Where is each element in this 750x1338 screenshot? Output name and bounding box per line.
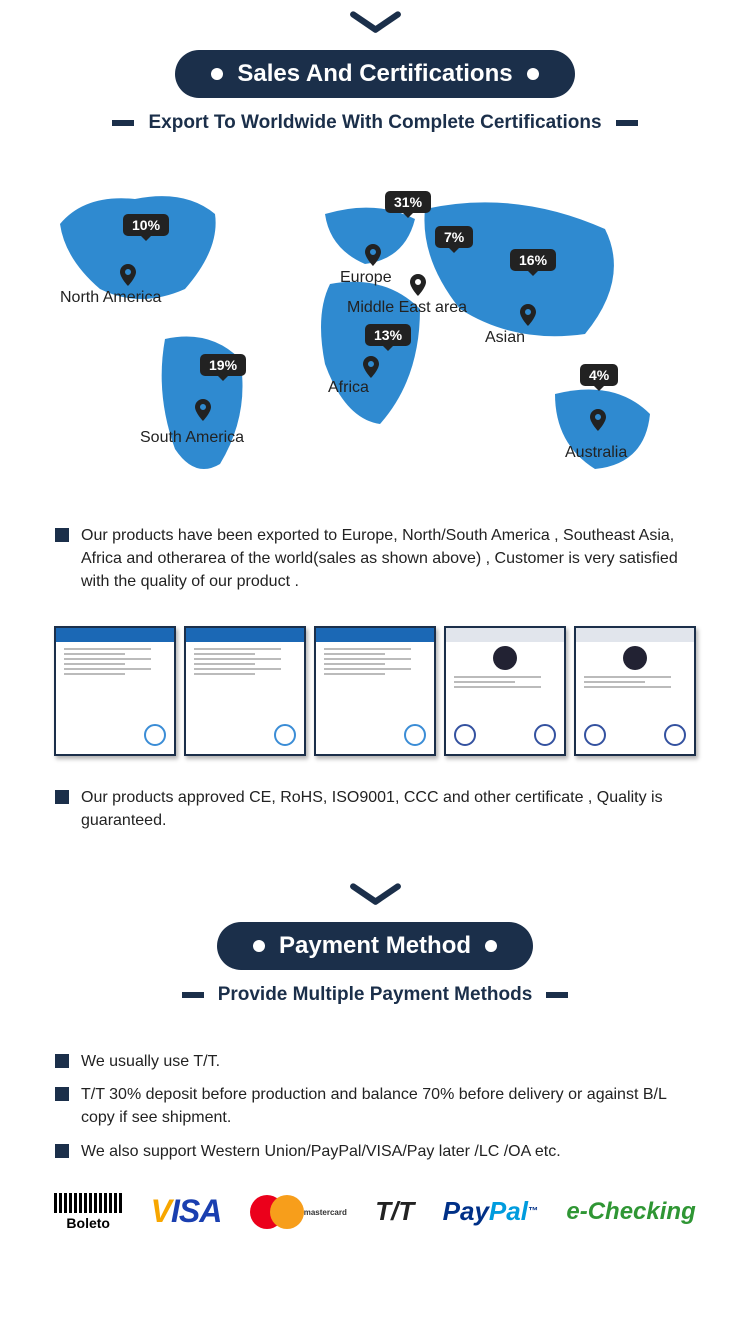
bullet-text: T/T 30% deposit before production and ba… xyxy=(81,1083,695,1129)
certificate-card xyxy=(184,626,306,756)
echecking-logo: e-Checking xyxy=(566,1198,695,1226)
bullet-text: We usually use T/T. xyxy=(81,1050,220,1073)
section-subtitle: Provide Multiple Payment Methods xyxy=(218,984,533,1006)
tt-logo: T/T xyxy=(375,1196,414,1227)
section-title-badge: Sales And Certifications xyxy=(175,50,574,98)
visa-logo: VISA xyxy=(151,1193,222,1230)
section-title: Payment Method xyxy=(279,932,471,960)
info-bullet: We usually use T/T. xyxy=(55,1050,695,1073)
info-bullet: We also support Western Union/PayPal/VIS… xyxy=(55,1140,695,1163)
region-percentage: 13% xyxy=(365,324,411,346)
dot-icon xyxy=(211,68,223,80)
chevron-down-icon xyxy=(0,842,750,912)
region-label: North America xyxy=(60,289,161,307)
region-percentage: 16% xyxy=(510,249,556,271)
region-label: Australia xyxy=(565,444,627,462)
bullet-text: Our products approved CE, RoHS, ISO9001,… xyxy=(81,786,695,832)
section-subtitle-row: Export To Worldwide With Complete Certif… xyxy=(0,112,750,134)
dot-icon xyxy=(485,940,497,952)
map-pin-icon xyxy=(363,356,379,378)
dot-icon xyxy=(527,68,539,80)
square-bullet-icon xyxy=(55,790,69,804)
region-label: Africa xyxy=(328,379,369,397)
boleto-logo: Boleto xyxy=(54,1193,122,1231)
bullet-text: We also support Western Union/PayPal/VIS… xyxy=(81,1140,561,1163)
region-percentage: 4% xyxy=(580,364,618,386)
map-pin-icon xyxy=(195,399,211,421)
section-subtitle-row: Provide Multiple Payment Methods xyxy=(0,984,750,1006)
certificates-row xyxy=(0,604,750,776)
region-percentage: 19% xyxy=(200,354,246,376)
section-title: Sales And Certifications xyxy=(237,60,512,88)
region-label: South America xyxy=(140,429,244,447)
region-label: Asian xyxy=(485,329,525,347)
map-pin-icon xyxy=(120,264,136,286)
square-bullet-icon xyxy=(55,1087,69,1101)
section-title-badge: Payment Method xyxy=(217,922,533,970)
certificate-card xyxy=(574,626,696,756)
chevron-down-icon xyxy=(0,0,750,40)
dash-icon xyxy=(182,992,204,998)
map-pin-icon xyxy=(520,304,536,326)
dash-icon xyxy=(616,120,638,126)
square-bullet-icon xyxy=(55,528,69,542)
dot-icon xyxy=(253,940,265,952)
certificate-card xyxy=(444,626,566,756)
dash-icon xyxy=(112,120,134,126)
map-pin-icon xyxy=(410,274,426,296)
info-bullet: T/T 30% deposit before production and ba… xyxy=(55,1083,695,1129)
dash-icon xyxy=(546,992,568,998)
map-pin-icon xyxy=(365,244,381,266)
region-percentage: 10% xyxy=(123,214,169,236)
section-subtitle: Export To Worldwide With Complete Certif… xyxy=(148,112,601,134)
mastercard-logo: mastercard xyxy=(250,1195,347,1229)
region-percentage: 7% xyxy=(435,226,473,248)
map-pin-icon xyxy=(590,409,606,431)
certificate-card xyxy=(314,626,436,756)
paypal-logo: PayPal™ xyxy=(443,1196,538,1227)
square-bullet-icon xyxy=(55,1144,69,1158)
info-bullet: Our products have been exported to Europ… xyxy=(55,524,695,594)
certificate-card xyxy=(54,626,176,756)
info-bullet: Our products approved CE, RoHS, ISO9001,… xyxy=(55,786,695,832)
world-map: 10% North America 19% South America 31% Europ… xyxy=(45,164,705,504)
region-label: Middle East area xyxy=(347,299,467,317)
region-label: Europe xyxy=(340,269,392,287)
square-bullet-icon xyxy=(55,1054,69,1068)
payment-logos-row: Boleto VISA mastercard T/T PayPal™ e-Che… xyxy=(0,1173,750,1231)
region-percentage: 31% xyxy=(385,191,431,213)
bullet-text: Our products have been exported to Europ… xyxy=(81,524,695,594)
